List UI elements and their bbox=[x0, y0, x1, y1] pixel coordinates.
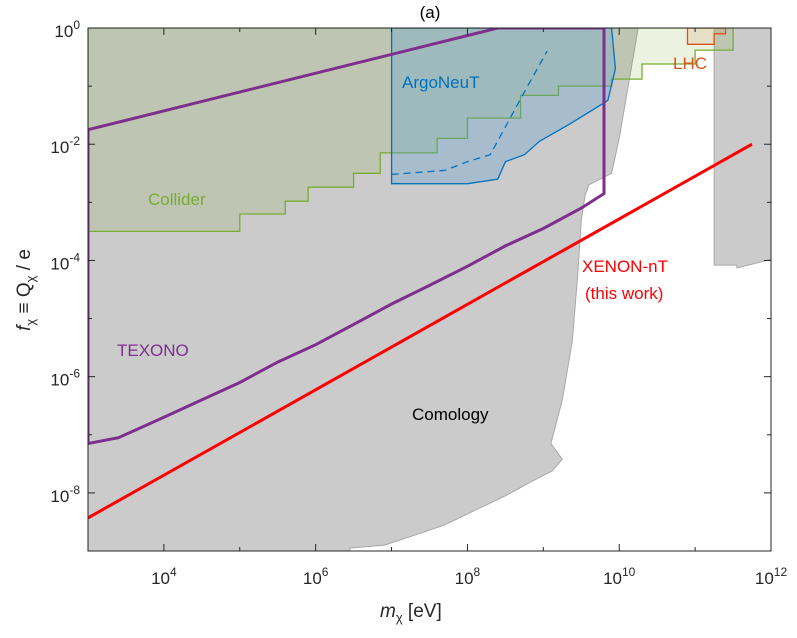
x-tick-label: 106 bbox=[303, 565, 329, 588]
collider-label: Collider bbox=[148, 190, 206, 209]
x-tick-label: 108 bbox=[455, 565, 481, 588]
x-tick-label: 1010 bbox=[603, 565, 636, 588]
x-tick-labels: 104 106 108 1010 1012 bbox=[151, 565, 787, 588]
texono-line bbox=[88, 28, 606, 445]
y-tick-label: 100 bbox=[54, 18, 80, 41]
xenon-label-line1: XENON-nT bbox=[582, 257, 668, 276]
chart-title: (a) bbox=[420, 3, 441, 22]
xenon-label-line2: (this work) bbox=[585, 284, 663, 303]
collider-region bbox=[88, 28, 734, 233]
x-tick-label: 104 bbox=[151, 565, 177, 588]
axes-frame bbox=[87, 27, 772, 552]
x-tick-label: 1012 bbox=[755, 565, 788, 588]
lhc-label: LHC bbox=[673, 54, 707, 73]
lhc-region bbox=[686, 28, 727, 45]
svg-text:fχ ≡ Qχ / e: fχ ≡ Qχ / e bbox=[14, 249, 38, 331]
y-tick-label: 10-4 bbox=[50, 250, 80, 273]
xenon-line bbox=[88, 142, 753, 520]
cosmology-label: Comology bbox=[412, 405, 489, 424]
y-tick-labels: 100 10-2 10-4 10-6 10-8 bbox=[50, 18, 80, 506]
y-axis-title: fχ ≡ Qχ / e bbox=[14, 249, 38, 331]
argoneut-region bbox=[390, 28, 617, 185]
y-tick-label: 10-6 bbox=[50, 367, 80, 390]
argoneut-label: ArgoNeuT bbox=[402, 73, 479, 92]
texono-label: TEXONO bbox=[117, 341, 189, 360]
x-axis-title: mχ [eV] bbox=[380, 601, 442, 625]
argoneut-dashed-line bbox=[391, 50, 548, 176]
y-tick-label: 10-8 bbox=[50, 483, 80, 506]
axis-ticks bbox=[87, 27, 772, 552]
y-tick-label: 10-2 bbox=[50, 134, 80, 157]
